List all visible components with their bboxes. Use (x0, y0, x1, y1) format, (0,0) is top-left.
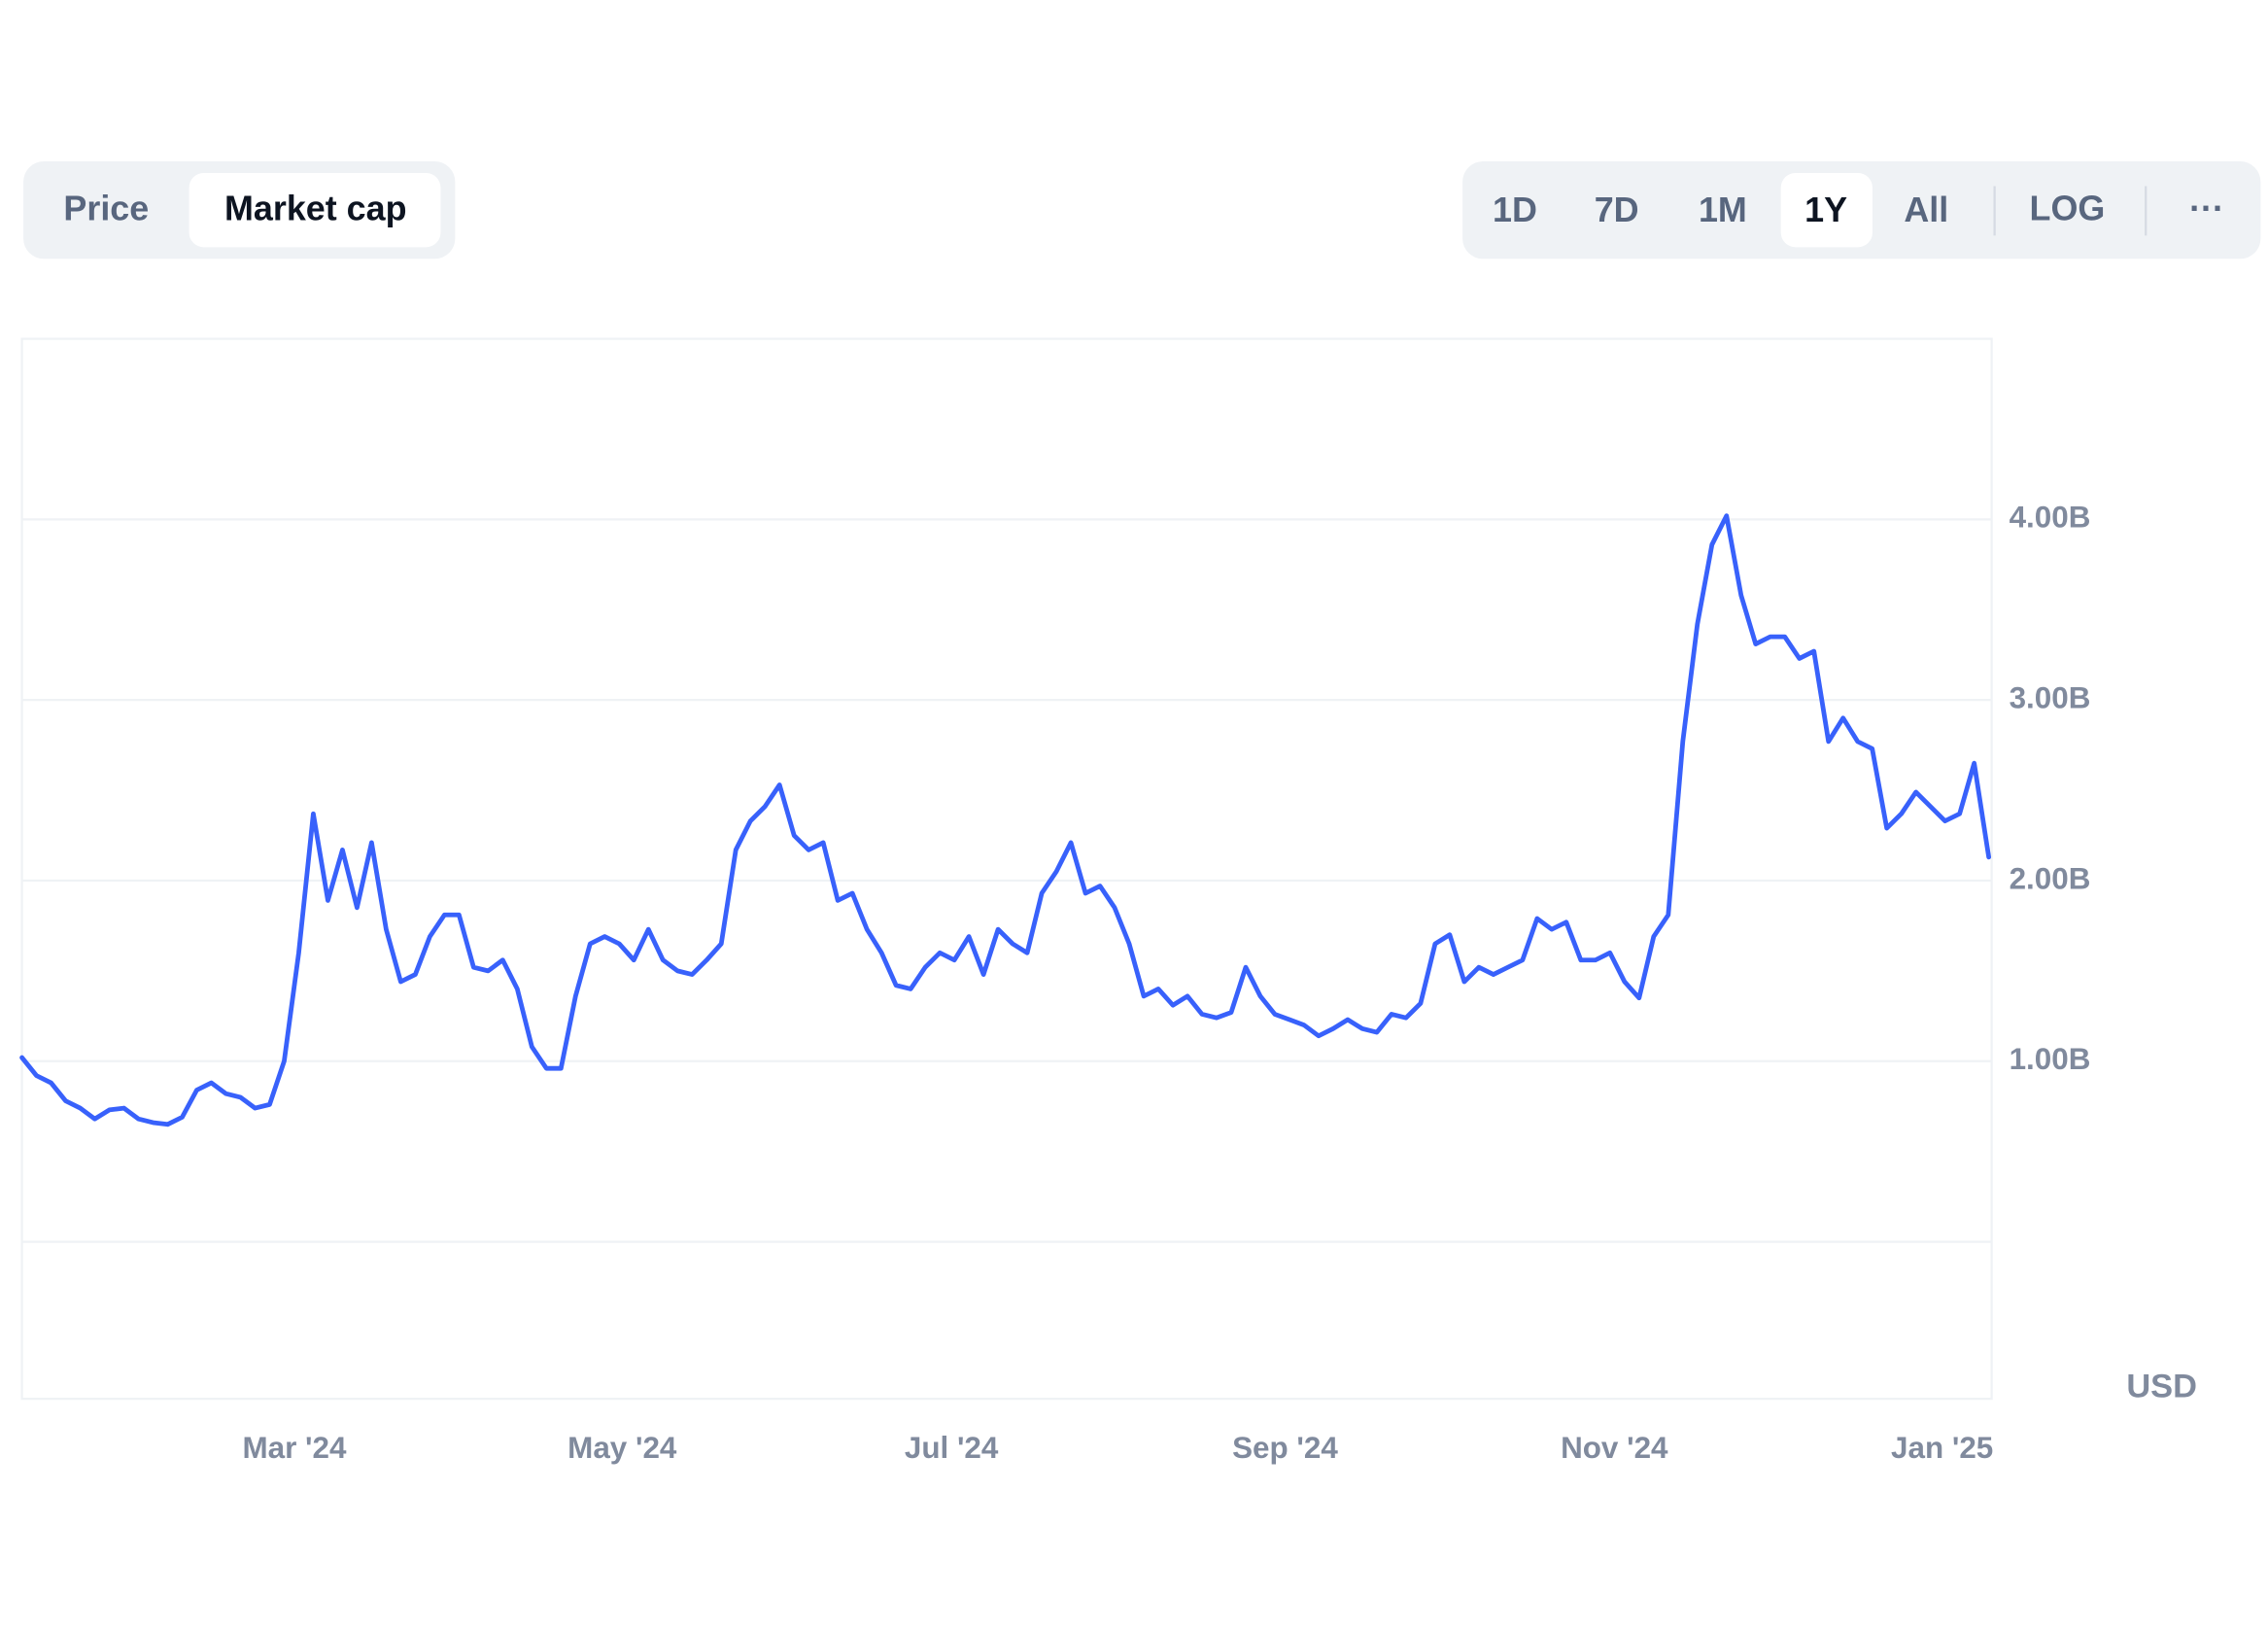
y-tick-label: 3.00B (2010, 680, 2091, 714)
range-button[interactable]: 1M (1699, 191, 1747, 229)
kind-button[interactable]: Price (63, 189, 149, 227)
more-button[interactable]: ··· (2189, 189, 2224, 227)
x-tick-label: Nov '24 (1561, 1431, 1668, 1465)
market-cap-line (19, 513, 1992, 1127)
x-tick-label: Mar '24 (242, 1431, 347, 1465)
range-button[interactable]: 7D (1595, 191, 1639, 229)
x-tick-label: May '24 (567, 1431, 677, 1465)
y-tick-label: 1.00B (2010, 1042, 2091, 1076)
x-tick-label: Sep '24 (1232, 1431, 1338, 1465)
currency-label: USD (2126, 1369, 2197, 1405)
active-tab (189, 173, 441, 248)
kind-button[interactable]: Market cap (224, 189, 407, 227)
log-button[interactable]: LOG (2030, 189, 2106, 227)
range-button[interactable]: All (1904, 191, 1948, 229)
y-tick-label: 2.00B (2010, 861, 2091, 895)
x-tick-label: Jul '24 (905, 1431, 999, 1465)
y-tick-label: 4.00B (2010, 501, 2091, 535)
active-range (1780, 173, 1873, 248)
range-button[interactable]: 1Y (1804, 191, 1847, 229)
x-tick-label: Jan '25 (1891, 1431, 1993, 1465)
range-button[interactable]: 1D (1493, 191, 1537, 229)
plot-frame (20, 337, 1993, 1401)
